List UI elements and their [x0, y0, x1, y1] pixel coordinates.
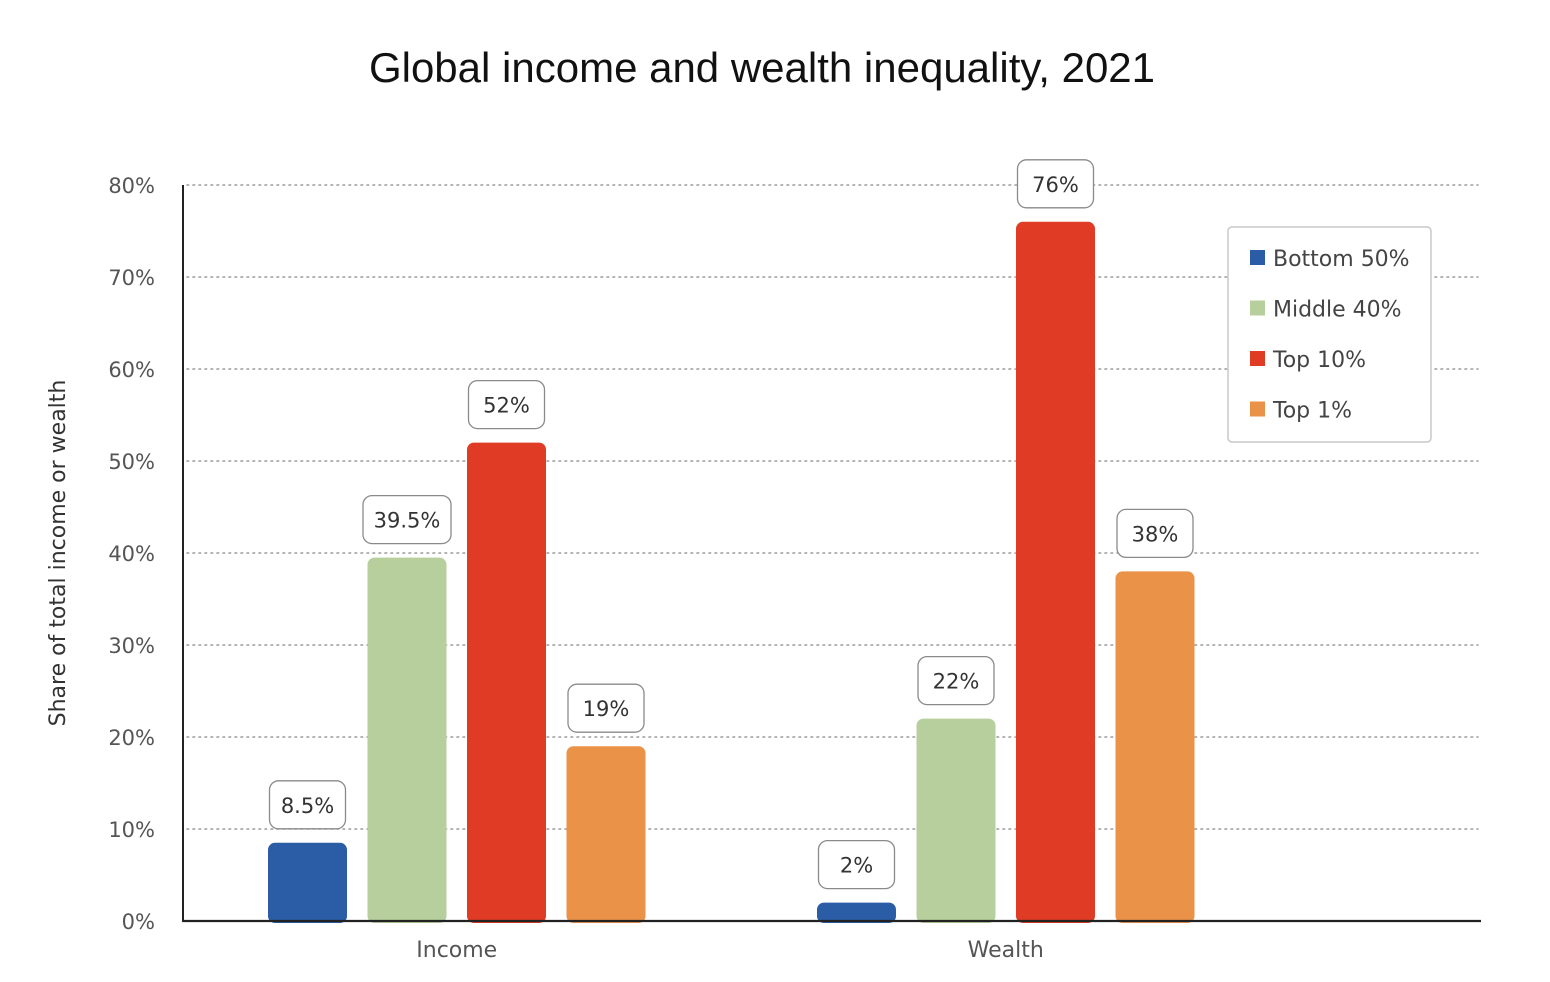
- data-label-box: [362, 494, 452, 545]
- y-tick-label: 20%: [108, 726, 155, 750]
- data-label: 38%: [1132, 522, 1179, 546]
- y-tick-label: 30%: [108, 634, 155, 658]
- data-label: 76%: [1032, 173, 1079, 197]
- y-tick-label: 10%: [108, 818, 155, 842]
- legend: Bottom 50% Middle 40% Top 10% Top 1%: [1227, 226, 1432, 443]
- data-label-box: [467, 379, 546, 430]
- y-tick-label: 60%: [108, 358, 155, 382]
- data-label-box: [268, 780, 347, 830]
- bar-wealth-top-10: [1016, 221, 1095, 924]
- x-tick-label: Income: [416, 938, 497, 963]
- data-label-box: [567, 683, 645, 733]
- bar-income-top-10: [467, 442, 546, 923]
- bar-income-top-1: [566, 746, 646, 923]
- bar-income-middle-40: [367, 557, 447, 923]
- legend-label-top-10: Top 10%: [1272, 348, 1366, 373]
- data-labels: 8.5% 39.5% 52% 19% 2% 22% 76% 38%: [268, 159, 1194, 890]
- y-tick-label: 50%: [108, 450, 155, 474]
- bar-income-bottom-50: [268, 842, 347, 923]
- legend-box: [1227, 226, 1432, 443]
- legend-swatch-top-10: [1250, 351, 1265, 366]
- axes: 0% 10% 20% 30% 40% 50% 60% 70% 80% Share of total…: [46, 174, 1481, 963]
- data-label-box: [1116, 508, 1194, 559]
- legend-label-top-1: Top 1%: [1272, 399, 1352, 424]
- data-label-box: [817, 839, 896, 890]
- y-tick-label: 0%: [122, 910, 155, 934]
- bar-wealth-top-1: [1115, 571, 1195, 923]
- y-tick-label: 40%: [108, 542, 155, 566]
- bars: [268, 221, 1195, 924]
- data-label: 8.5%: [281, 794, 334, 818]
- y-tick-label: 80%: [108, 174, 155, 198]
- data-label: 52%: [483, 394, 530, 418]
- data-label: 39.5%: [374, 509, 441, 533]
- y-tick-label: 70%: [108, 266, 155, 290]
- bar-wealth-bottom-50: [817, 902, 896, 923]
- legend-swatch-top-1: [1250, 401, 1265, 417]
- chart-title: Global income and wealth inequality, 202…: [368, 44, 1156, 91]
- y-axis-title: Share of total income or wealth: [46, 380, 71, 727]
- bar-wealth-middle-40: [916, 718, 996, 923]
- legend-label-middle-40: Middle 40%: [1273, 298, 1402, 323]
- x-tick-label: Wealth: [968, 938, 1044, 963]
- data-label: 19%: [583, 697, 630, 721]
- data-label: 2%: [840, 854, 873, 878]
- data-label-box: [1016, 159, 1095, 209]
- data-label-box: [917, 655, 995, 706]
- legend-swatch-bottom-50: [1250, 250, 1265, 265]
- data-label: 22%: [933, 670, 980, 694]
- legend-swatch-middle-40: [1250, 300, 1265, 316]
- legend-label-bottom-50: Bottom 50%: [1273, 247, 1410, 272]
